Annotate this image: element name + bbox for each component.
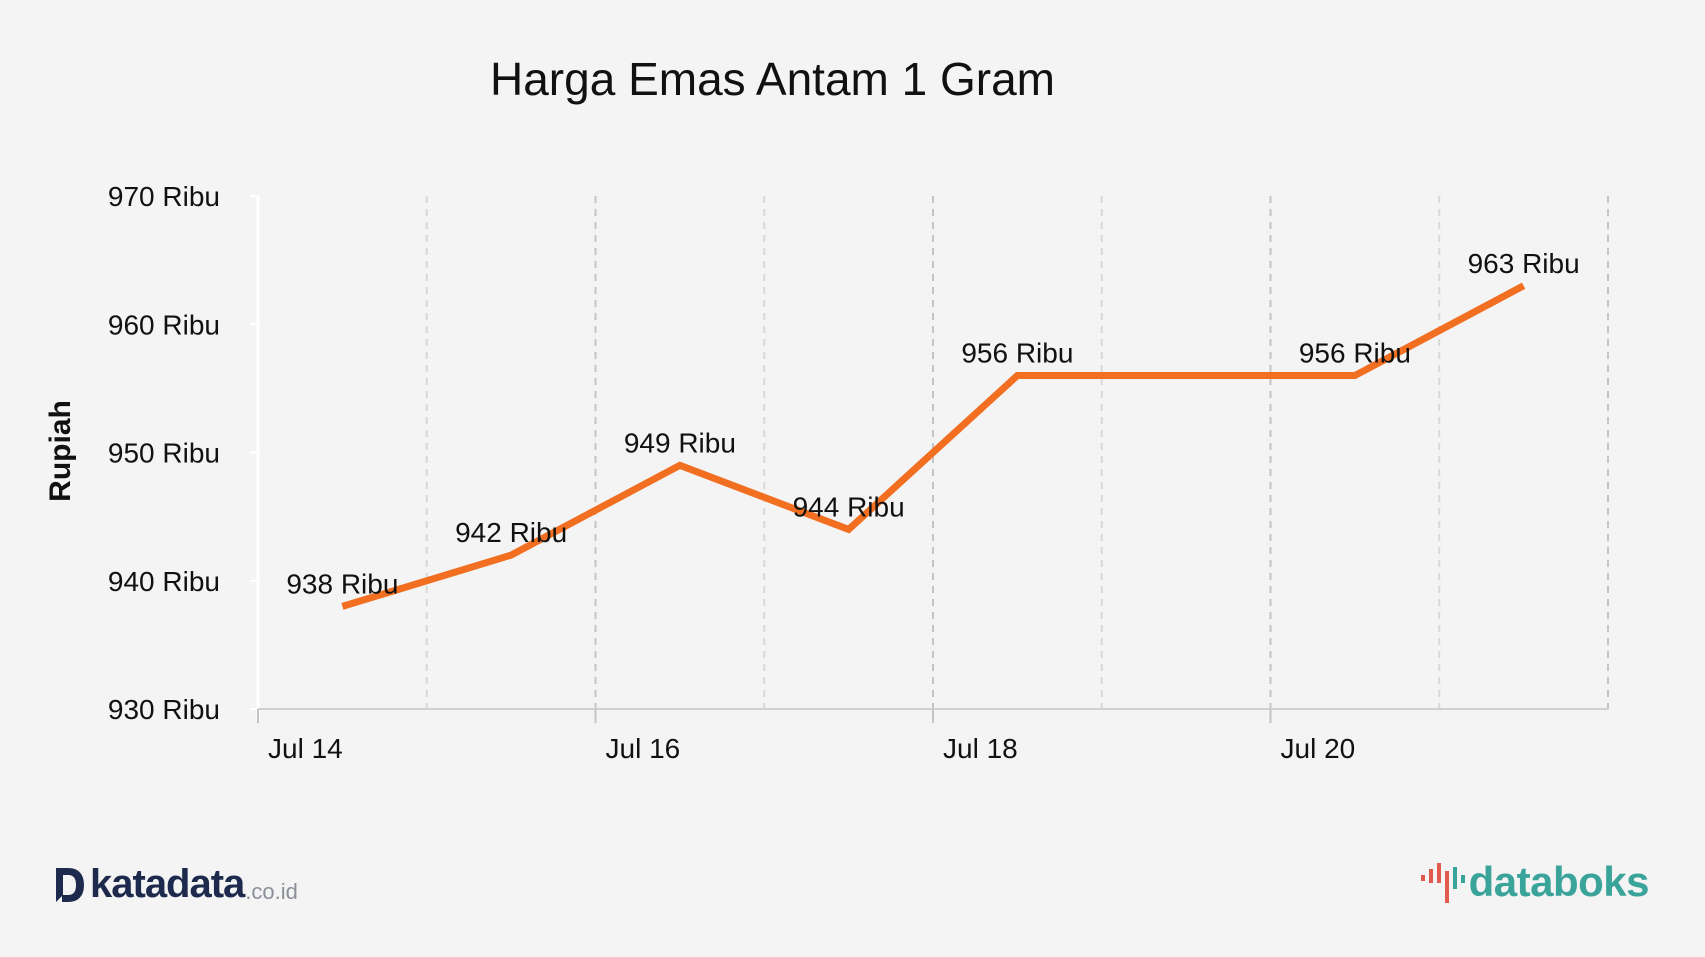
series-line (341, 282, 1526, 610)
katadata-logo: katadata .co.id (54, 860, 298, 904)
x-axis-ticks: Jul 14 Jul 16 Jul 18 Jul 20 (257, 709, 1356, 764)
series (341, 282, 1526, 610)
databoks-logo-text: databoks (1468, 858, 1650, 905)
y-tick-label: 950 Ribu (108, 438, 220, 469)
katadata-logo-icon (56, 868, 84, 902)
x-tick-label: Jul 18 (943, 733, 1018, 764)
data-label: 944 Ribu (793, 491, 905, 522)
x-tick-label: Jul 14 (268, 733, 343, 764)
data-labels: 938 Ribu 942 Ribu 949 Ribu 944 Ribu 956 Ribu… (286, 248, 1579, 600)
y-axis-ticks: 930 Ribu 940 Ribu 950 Ribu 960 Ribu 970 Ribu (108, 181, 258, 725)
x-tick-label: Jul 16 (606, 733, 681, 764)
y-tick-label: 930 Ribu (108, 694, 220, 725)
katadata-logo-text: katadata (90, 862, 245, 906)
y-tick-label: 940 Ribu (108, 566, 220, 597)
data-label: 942 Ribu (455, 517, 567, 548)
y-tick-label: 960 Ribu (108, 309, 220, 340)
y-tick-label: 970 Ribu (108, 181, 220, 212)
grid-lines (425, 196, 1609, 709)
data-label: 956 Ribu (961, 338, 1073, 369)
y-axis-label: Rupiah (44, 400, 77, 502)
katadata-logo-suffix: .co.id (245, 879, 298, 904)
data-label: 938 Ribu (286, 568, 398, 599)
data-label: 949 Ribu (624, 427, 736, 458)
chart-title: Harga Emas Antam 1 Gram (490, 53, 1055, 105)
data-label: 956 Ribu (1299, 338, 1411, 369)
databoks-logo: databoks (1419, 858, 1650, 906)
databoks-logo-icon (1420, 863, 1465, 903)
x-tick-label: Jul 20 (1281, 733, 1356, 764)
data-label: 963 Ribu (1468, 248, 1580, 279)
